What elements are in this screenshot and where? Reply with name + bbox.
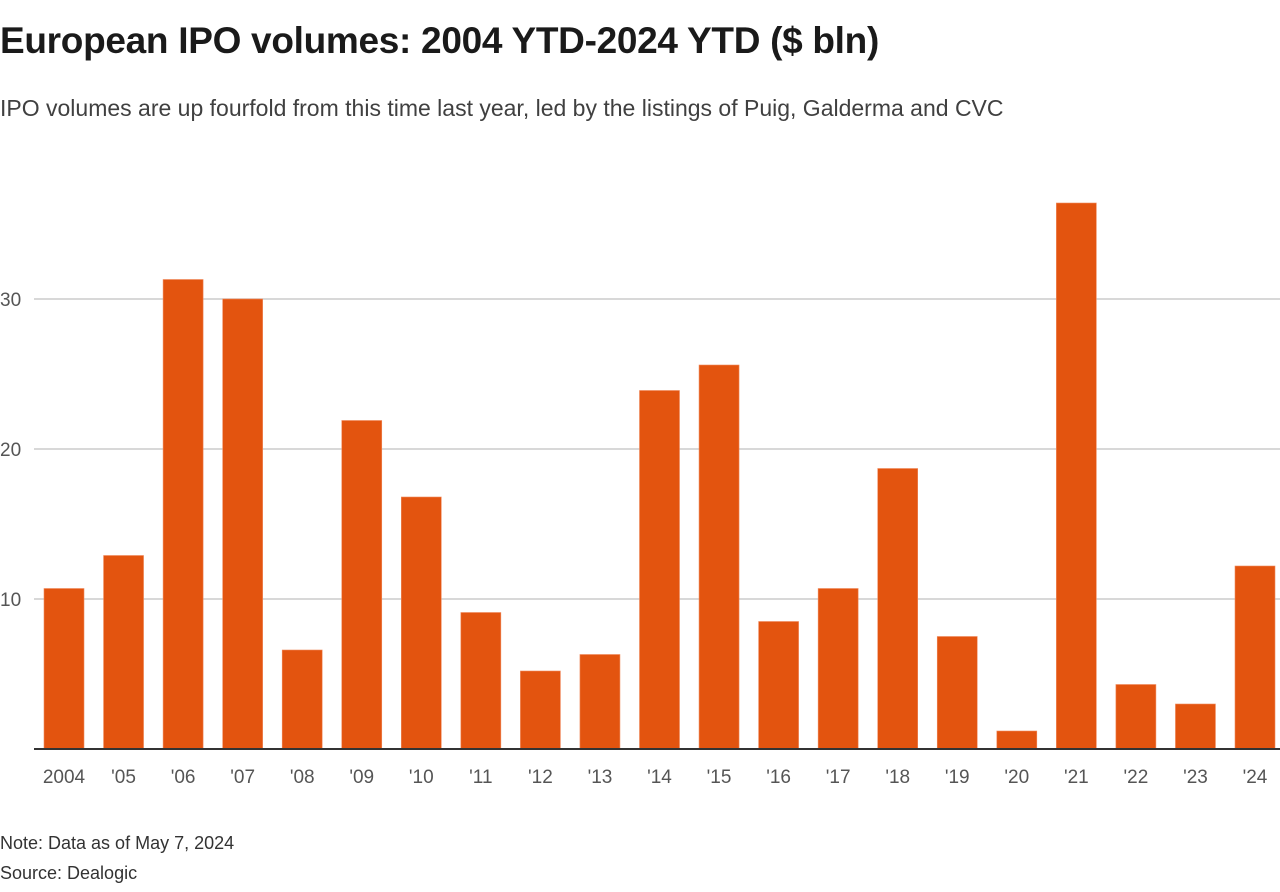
bars (43, 202, 1276, 750)
chart-title: European IPO volumes: 2004 YTD-2024 YTD … (0, 20, 879, 61)
chart-source: Source: Dealogic (0, 863, 138, 883)
bar-16 (758, 621, 799, 750)
x-tick-label: '22 (1124, 767, 1149, 788)
bar-05 (103, 555, 144, 750)
x-tick-label: '08 (290, 767, 315, 788)
chart-note: Note: Data as of May 7, 2024 (0, 833, 235, 853)
bar-17 (817, 588, 859, 750)
y-tick-label: 10 (0, 590, 21, 611)
bar-19 (936, 636, 978, 750)
x-tick-label: '21 (1064, 767, 1089, 788)
chart-subtitle: IPO volumes are up fourfold from this ti… (0, 95, 1004, 121)
bar-14 (639, 390, 680, 750)
tick-labels: 10 20 30 2004 '05 '06 '07 '08 '09 '10 '11 '12 '13 '14… (0, 290, 1268, 788)
y-tick-label: 20 (0, 440, 21, 461)
bar-24 (1234, 565, 1276, 750)
x-tick-label: '17 (826, 767, 851, 788)
y-tick-label: 30 (0, 290, 21, 311)
x-tick-label: 2004 (43, 767, 86, 788)
x-tick-label: '06 (171, 767, 196, 788)
x-tick-label: '19 (945, 767, 970, 788)
x-tick-label: '09 (349, 767, 374, 788)
x-tick-label: '07 (230, 767, 255, 788)
x-tick-label: '20 (1004, 767, 1029, 788)
bar-10 (400, 496, 442, 750)
bar-21 (1056, 202, 1097, 750)
bar-11 (460, 612, 502, 750)
x-tick-label: '23 (1183, 767, 1208, 788)
x-tick-label: '05 (111, 767, 136, 788)
x-tick-label: '15 (707, 767, 732, 788)
bar-12 (520, 670, 561, 750)
bar-18 (877, 468, 919, 750)
bar-09 (341, 420, 383, 750)
x-tick-label: '24 (1243, 767, 1268, 788)
x-tick-label: '12 (528, 767, 553, 788)
bar-22 (1115, 684, 1157, 750)
x-tick-label: '16 (766, 767, 791, 788)
x-tick-label: '13 (588, 767, 613, 788)
bar-13 (579, 654, 621, 750)
x-tick-label: '11 (469, 767, 492, 788)
bar-08 (281, 649, 323, 750)
x-tick-label: '14 (647, 767, 672, 788)
bar-2004 (43, 588, 85, 750)
x-tick-label: '18 (885, 767, 910, 788)
bar-06 (162, 279, 204, 750)
bar-15 (698, 364, 740, 750)
x-tick-label: '10 (409, 767, 434, 788)
bar-23 (1175, 703, 1216, 750)
bar-20 (996, 730, 1038, 750)
bar-07 (222, 298, 263, 750)
